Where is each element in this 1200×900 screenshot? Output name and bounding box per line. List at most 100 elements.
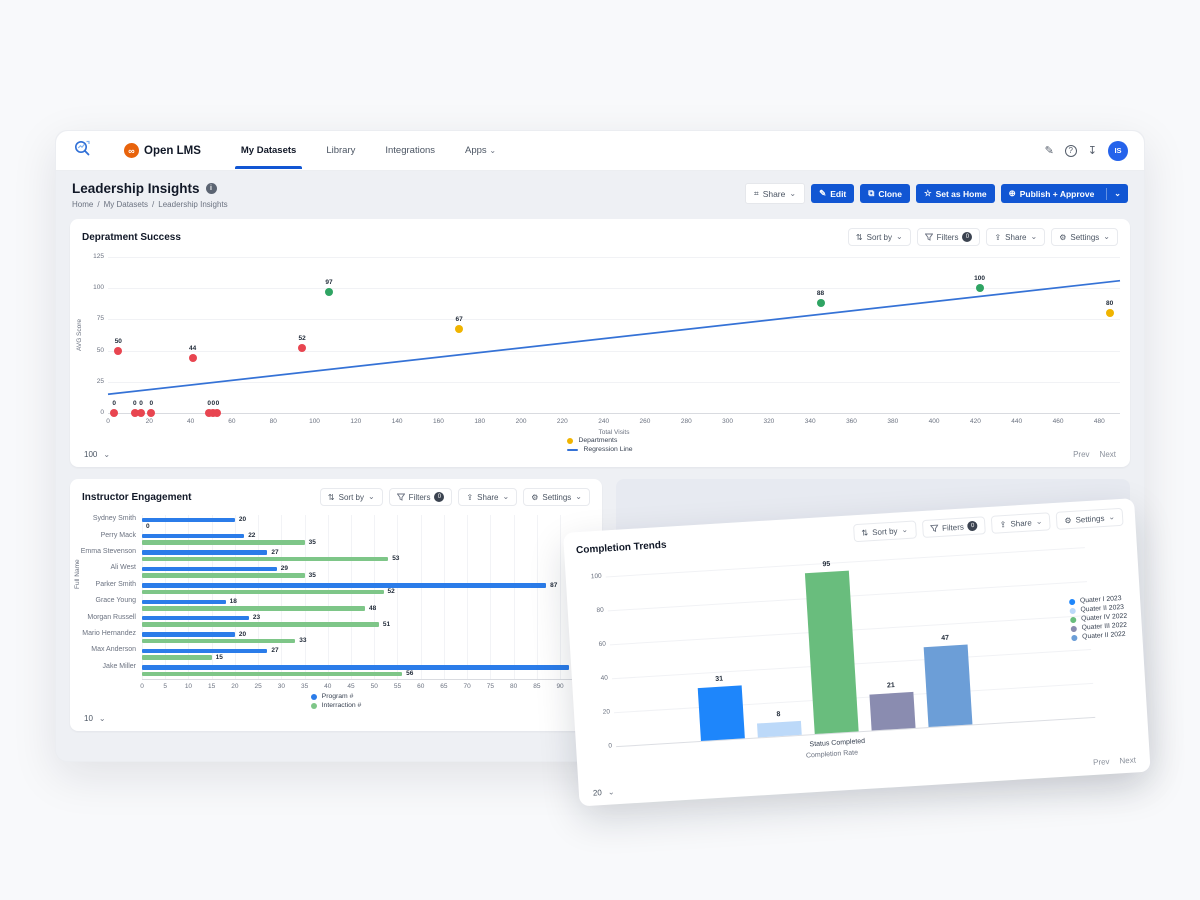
bar[interactable] bbox=[142, 638, 296, 644]
data-point[interactable] bbox=[455, 325, 464, 334]
bar[interactable] bbox=[142, 632, 235, 637]
chart-title: Depratment Success bbox=[82, 231, 181, 243]
share-button[interactable]: ⌗ Share ⌄ bbox=[744, 183, 806, 204]
data-point[interactable] bbox=[188, 354, 197, 363]
nav-item-apps[interactable]: Apps ⌄ bbox=[465, 145, 497, 156]
legend-dot-icon bbox=[1071, 634, 1078, 641]
compose-icon[interactable]: ✎ bbox=[1044, 145, 1054, 157]
brand[interactable]: ∞ Open LMS bbox=[124, 143, 201, 158]
data-point[interactable] bbox=[975, 284, 984, 293]
settings-button[interactable]: ⚙ Settings ⌄ bbox=[1055, 507, 1124, 530]
next-button[interactable]: Next bbox=[1099, 450, 1116, 459]
bar[interactable] bbox=[697, 685, 745, 741]
edit-button[interactable]: ✎ Edit bbox=[811, 184, 855, 203]
page-size-select[interactable]: 10 ⌄ bbox=[84, 713, 106, 723]
settings-button[interactable]: ⚙ Settings ⌄ bbox=[523, 488, 590, 506]
data-point[interactable] bbox=[110, 409, 119, 417]
chevron-down-icon: ⌄ bbox=[895, 232, 903, 241]
bar[interactable] bbox=[142, 622, 379, 627]
settings-button[interactable]: ⚙ Settings ⌄ bbox=[1051, 228, 1118, 246]
category-label: Grace Young bbox=[95, 597, 136, 605]
data-point[interactable] bbox=[298, 344, 307, 353]
bar[interactable] bbox=[142, 665, 570, 670]
share-chart-button[interactable]: ⇪ Share ⌄ bbox=[991, 512, 1051, 534]
next-button[interactable]: Next bbox=[1119, 755, 1137, 766]
bar[interactable] bbox=[142, 573, 305, 578]
nav-item-integrations[interactable]: Integrations bbox=[385, 145, 436, 156]
bar[interactable] bbox=[142, 671, 403, 677]
x-tick: 20 bbox=[145, 418, 153, 425]
clone-icon: ⧉ bbox=[868, 188, 875, 198]
clone-button[interactable]: ⧉ Clone bbox=[860, 184, 910, 203]
x-tick: 25 bbox=[254, 683, 262, 690]
scatter-legend: Departments Regression Line bbox=[70, 437, 1130, 453]
data-point[interactable] bbox=[114, 346, 123, 355]
x-tick: 60 bbox=[228, 418, 236, 425]
bar[interactable] bbox=[142, 655, 212, 660]
help-icon[interactable]: ? bbox=[1064, 144, 1077, 157]
gridline bbox=[374, 515, 376, 679]
data-point[interactable] bbox=[147, 409, 156, 417]
filters-button[interactable]: Filters 0 bbox=[916, 228, 981, 246]
data-point[interactable] bbox=[130, 409, 139, 417]
filters-button[interactable]: Filters 0 bbox=[921, 516, 987, 539]
prev-button[interactable]: Prev bbox=[1073, 450, 1090, 459]
data-point[interactable] bbox=[1105, 309, 1114, 318]
bar[interactable] bbox=[142, 615, 249, 621]
data-point[interactable] bbox=[209, 409, 218, 417]
x-tick: 40 bbox=[324, 683, 332, 690]
download-icon[interactable]: ↧ bbox=[1087, 145, 1097, 157]
prev-button[interactable]: Prev bbox=[1092, 757, 1110, 768]
sort-by-button[interactable]: ⇅ Sort by ⌄ bbox=[852, 520, 917, 543]
bar[interactable] bbox=[142, 589, 384, 595]
legend-label: Program # bbox=[321, 693, 354, 700]
bar-label: 18 bbox=[229, 598, 237, 605]
bar[interactable] bbox=[869, 692, 916, 731]
user-avatar[interactable]: IS bbox=[1108, 140, 1128, 161]
gridline bbox=[560, 515, 562, 679]
data-point[interactable] bbox=[213, 409, 222, 417]
gridline bbox=[397, 515, 399, 679]
bar[interactable] bbox=[142, 517, 235, 522]
analytics-logo-icon bbox=[72, 139, 94, 162]
data-point[interactable] bbox=[205, 409, 214, 417]
set-as-home-button[interactable]: ☆ Set as Home bbox=[915, 184, 995, 203]
bar[interactable] bbox=[923, 644, 973, 728]
bar[interactable] bbox=[142, 533, 245, 539]
chevron-down-icon: ⌄ bbox=[103, 449, 111, 459]
bar[interactable] bbox=[142, 599, 226, 604]
publish-dropdown-button[interactable]: ⌄ bbox=[1106, 187, 1128, 200]
breadcrumb: Home / My Datasets / Leadership Insights bbox=[72, 200, 228, 209]
bar[interactable] bbox=[757, 721, 802, 738]
breadcrumb-my-datasets[interactable]: My Datasets bbox=[103, 200, 149, 209]
bar[interactable] bbox=[142, 606, 365, 611]
publish-approve-button[interactable]: ⊕ Publish + Approve ⌄ bbox=[1000, 184, 1128, 203]
data-point[interactable] bbox=[816, 299, 825, 308]
breadcrumb-home[interactable]: Home bbox=[72, 200, 94, 209]
info-icon[interactable]: i bbox=[205, 183, 217, 194]
bar[interactable] bbox=[142, 566, 277, 572]
category-label: Emma Stevenson bbox=[80, 548, 136, 555]
bar[interactable] bbox=[142, 550, 268, 555]
x-tick: 20 bbox=[231, 683, 239, 690]
sort-by-button[interactable]: ⇅ Sort by ⌄ bbox=[847, 228, 911, 246]
page-size-select[interactable]: 20 ⌄ bbox=[592, 786, 615, 798]
data-point[interactable] bbox=[137, 409, 146, 417]
bar[interactable] bbox=[142, 556, 389, 562]
nav-item-library[interactable]: Library bbox=[326, 145, 356, 156]
bar[interactable] bbox=[142, 540, 305, 545]
bar[interactable] bbox=[142, 583, 547, 588]
filters-button[interactable]: Filters 0 bbox=[388, 488, 453, 506]
bar-label: 0 bbox=[146, 522, 150, 530]
hbar-legend: Program # Interraction # bbox=[70, 693, 602, 709]
chevron-down-icon: ⌄ bbox=[367, 492, 375, 501]
bar[interactable] bbox=[142, 648, 268, 654]
data-point[interactable] bbox=[324, 287, 333, 296]
page-size-select[interactable]: 100 ⌄ bbox=[84, 449, 111, 459]
nav-item-my-datasets[interactable]: My Datasets bbox=[234, 132, 303, 169]
share-chart-button[interactable]: ⇪ Share ⌄ bbox=[986, 228, 1046, 246]
bar-label: 27 bbox=[271, 647, 279, 655]
data-point-label: 88 bbox=[816, 290, 825, 298]
sort-by-button[interactable]: ⇅ Sort by ⌄ bbox=[319, 488, 383, 506]
share-chart-button[interactable]: ⇪ Share ⌄ bbox=[458, 488, 518, 506]
